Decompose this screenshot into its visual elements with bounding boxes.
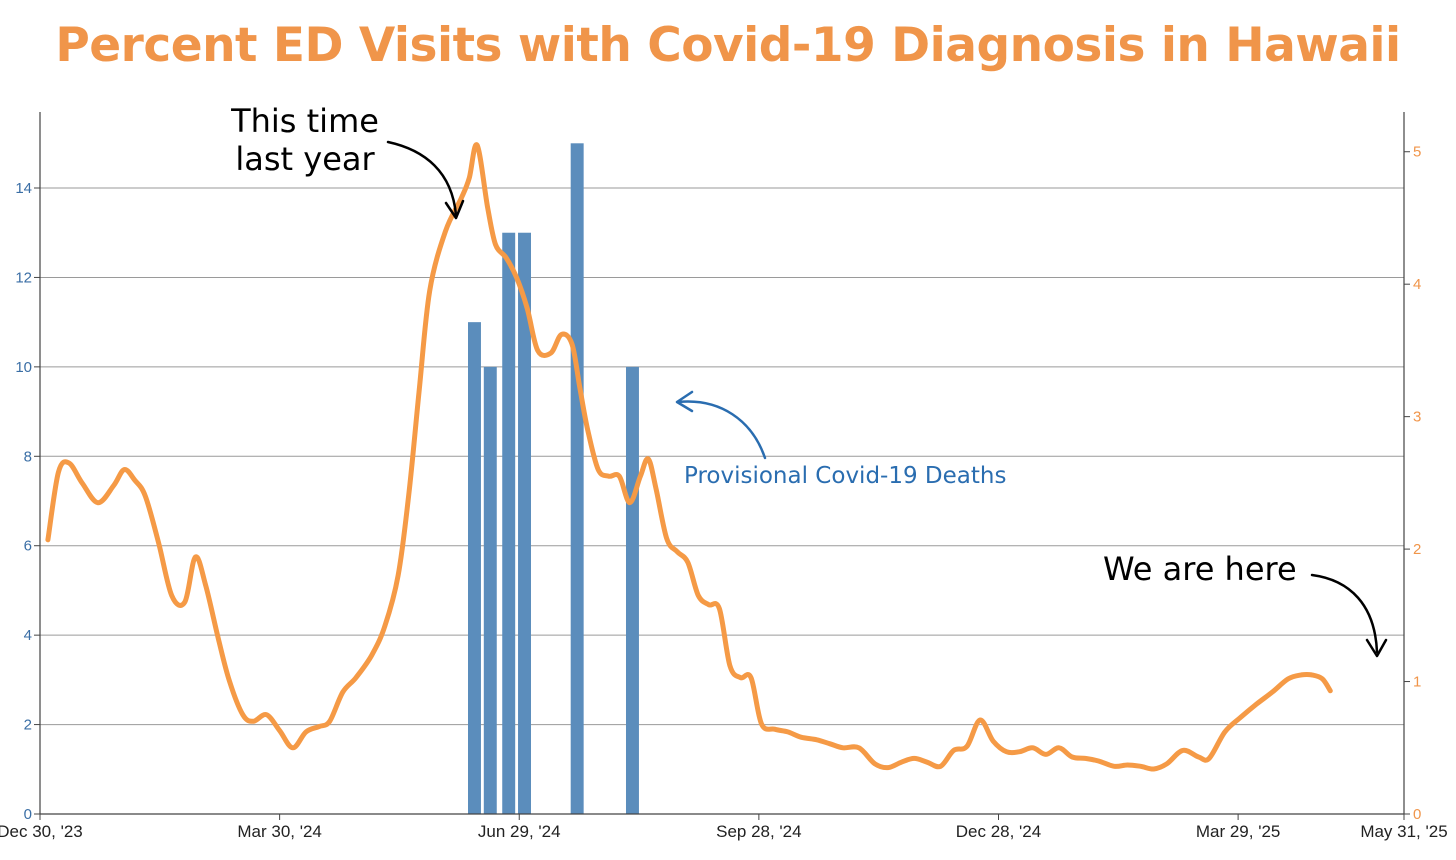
- annotation-last-year: last year: [235, 140, 375, 178]
- x-tick-label: May 31, '25: [1360, 822, 1447, 841]
- death-bar: [502, 232, 516, 814]
- left-tick-label: 0: [24, 806, 32, 823]
- right-tick-label: 3: [1413, 409, 1421, 426]
- death-bars: [468, 143, 639, 814]
- death-bar: [483, 366, 497, 814]
- death-bar: [468, 322, 481, 814]
- arrow-we-are-here: [1310, 573, 1379, 654]
- right-tick-label: 5: [1413, 144, 1421, 161]
- left-tick-label: 8: [24, 448, 32, 465]
- x-tick-label: Dec 28, '24: [956, 822, 1041, 841]
- right-tick-label: 0: [1413, 806, 1421, 823]
- arrow-this-time: [386, 140, 458, 217]
- left-tick-label: 12: [15, 269, 32, 286]
- arrow-we-are-here-head: [1365, 638, 1388, 658]
- x-tick-label: Mar 30, '24: [237, 822, 322, 841]
- death-bar: [625, 366, 639, 814]
- x-tick-label: Sep 28, '24: [716, 822, 801, 841]
- arrow-deaths: [676, 400, 767, 460]
- x-tick-label: Jun 29, '24: [478, 822, 561, 841]
- gridlines: [40, 187, 1404, 726]
- annotation-this-time: This time: [230, 102, 379, 140]
- death-bar: [518, 232, 531, 814]
- left-tick-label: 4: [24, 627, 32, 644]
- x-tick-label: Mar 29, '25: [1196, 822, 1281, 841]
- left-tick-label: 14: [15, 180, 32, 197]
- right-tick-label: 4: [1413, 276, 1421, 293]
- left-tick-label: 6: [24, 538, 32, 555]
- left-tick-label: 10: [15, 359, 32, 376]
- right-tick-label: 1: [1413, 674, 1421, 691]
- left-tick-label: 2: [24, 717, 32, 734]
- chart-title: Percent ED Visits with Covid-19 Diagnosi…: [55, 18, 1401, 73]
- right-tick-label: 2: [1413, 541, 1421, 558]
- arrow-deaths-head: [675, 390, 694, 413]
- death-bar: [570, 143, 584, 814]
- ed-visits-line: [45, 142, 1333, 772]
- x-tick-label: Dec 30, '23: [0, 822, 83, 841]
- annotation-deaths-label: Provisional Covid-19 Deaths: [684, 463, 1006, 489]
- annotations: This time last year Provisional Covid-19…: [230, 102, 1388, 658]
- arrow-this-time-head: [444, 199, 465, 220]
- annotation-we-are-here: We are here: [1103, 550, 1297, 588]
- ed-visits-line-group: [45, 142, 1333, 772]
